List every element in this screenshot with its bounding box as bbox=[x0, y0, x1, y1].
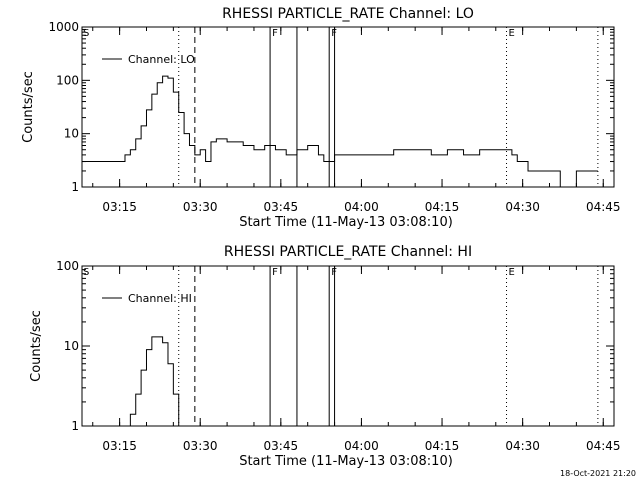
legend-label: Channel: LO bbox=[128, 53, 195, 66]
x-tick-label: 04:00 bbox=[344, 439, 379, 453]
y-tick-label: 1000 bbox=[48, 20, 79, 34]
x-tick-label: 04:45 bbox=[586, 200, 621, 214]
x-tick-label: 04:15 bbox=[425, 439, 460, 453]
series-group bbox=[82, 75, 598, 188]
y-tick-label: 10 bbox=[64, 127, 79, 141]
event-marker-label: S bbox=[83, 28, 89, 39]
x-tick-label: 04:45 bbox=[586, 439, 621, 453]
y-ticks: 1 10 100 bbox=[56, 259, 614, 433]
event-marker-label: E bbox=[509, 267, 515, 278]
legend-label: Channel: HI bbox=[128, 292, 192, 305]
x-tick-label: 03:45 bbox=[264, 200, 299, 214]
x-axis-label: Start Time (11-May-13 03:08:10) bbox=[239, 215, 453, 230]
y-tick-label: 100 bbox=[56, 73, 79, 87]
y-tick-label: 1 bbox=[71, 419, 79, 433]
y-ticks: 1 10 100 1000 bbox=[48, 20, 614, 194]
x-axis-label: Start Time (11-May-13 03:08:10) bbox=[239, 454, 453, 469]
chart-title: RHESSI PARTICLE_RATE Channel: LO bbox=[222, 6, 474, 22]
event-marker-label: F bbox=[272, 28, 278, 39]
y-tick-label: 100 bbox=[56, 259, 79, 273]
y-tick-label: 1 bbox=[71, 180, 79, 194]
x-ticks: 03:15 03:30 03:45 04:00 04:15 04:30 04:45 bbox=[92, 266, 621, 453]
event-marker-label: F bbox=[272, 267, 278, 278]
series-line bbox=[82, 75, 598, 188]
series-line bbox=[124, 336, 185, 427]
x-tick-label: 04:15 bbox=[425, 200, 460, 214]
footer-date: 18-Oct-2021 21:20 bbox=[560, 469, 636, 478]
plot-frame bbox=[81, 265, 615, 427]
chart-title: RHESSI PARTICLE_RATE Channel: HI bbox=[224, 244, 472, 260]
x-tick-label: 04:00 bbox=[344, 200, 379, 214]
x-tick-label: 03:30 bbox=[183, 200, 218, 214]
event-markers: SFFE bbox=[83, 27, 599, 187]
series-group bbox=[124, 336, 185, 427]
event-markers: SFFE bbox=[83, 266, 599, 426]
y-axis-label: Counts/sec bbox=[21, 71, 36, 143]
panel-hi: RHESSI PARTICLE_RATE Channel: HI Counts/… bbox=[29, 244, 621, 469]
x-tick-label: 04:30 bbox=[505, 200, 540, 214]
x-tick-label: 03:30 bbox=[183, 439, 218, 453]
x-tick-label: 03:15 bbox=[102, 200, 137, 214]
event-marker-label: E bbox=[509, 28, 515, 39]
x-tick-label: 03:45 bbox=[264, 439, 299, 453]
event-marker-label: S bbox=[83, 267, 89, 278]
x-tick-label: 03:15 bbox=[102, 439, 137, 453]
y-axis-label: Counts/sec bbox=[29, 310, 44, 382]
y-tick-label: 10 bbox=[64, 339, 79, 353]
x-tick-label: 04:30 bbox=[505, 439, 540, 453]
panel-lo: RHESSI PARTICLE_RATE Channel: LO Counts/… bbox=[21, 6, 621, 230]
plot-frame bbox=[81, 26, 615, 188]
